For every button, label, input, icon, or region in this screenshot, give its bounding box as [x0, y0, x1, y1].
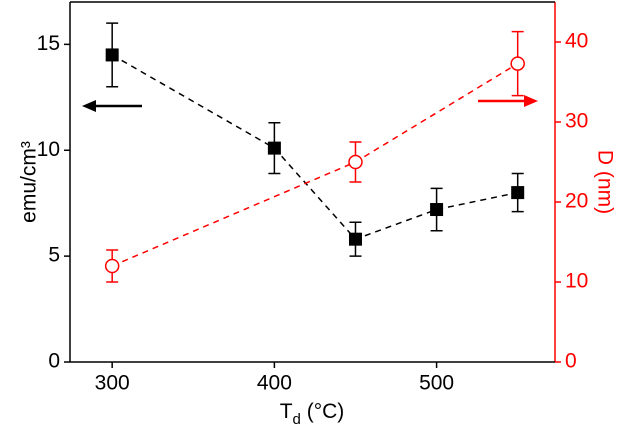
x-tick-label: 400 [257, 372, 292, 395]
point [104, 258, 120, 274]
series-line [111, 62, 519, 267]
point [348, 232, 362, 246]
x-label-rest: (°C) [301, 400, 344, 423]
y-tick-label: 15 [37, 32, 60, 55]
y-axis-label: emu/cm³ [18, 141, 41, 223]
y2-tick-label: 10 [565, 270, 588, 293]
point [511, 186, 525, 200]
right-arrow [478, 95, 538, 107]
x-label-main: T [280, 400, 293, 423]
x-label-sub: d [293, 411, 301, 428]
y2-tick-label: 0 [565, 350, 577, 373]
y-tick-label: 10 [37, 138, 60, 161]
point [348, 154, 363, 170]
y-tick-label: 0 [48, 350, 60, 373]
point [105, 48, 119, 62]
series-line [111, 54, 518, 241]
y-tick-label: 5 [48, 244, 60, 267]
y2-tick-label: 30 [565, 110, 588, 133]
point [510, 56, 525, 71]
y2-tick-label: 40 [565, 30, 588, 53]
x-axis-label: Td (°C) [280, 400, 345, 428]
x-tick-label: 300 [95, 372, 130, 395]
point [267, 141, 281, 155]
y2-tick-label: 20 [565, 190, 588, 213]
y2-axis-label: D (nm) [593, 150, 616, 214]
left-arrow [82, 100, 142, 112]
point [430, 203, 444, 217]
x-tick-label: 500 [419, 372, 454, 395]
